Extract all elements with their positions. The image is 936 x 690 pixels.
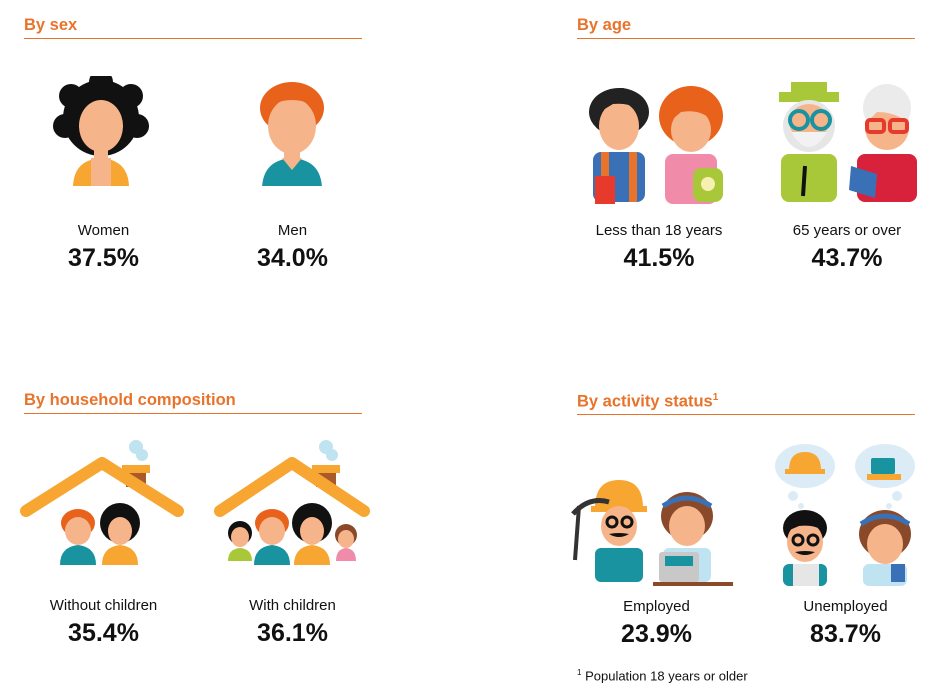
man-icon (260, 82, 324, 186)
stat-label: With children (249, 597, 336, 614)
stat-label: 65 years or over (792, 222, 902, 239)
stat-value: 43.7% (811, 244, 883, 272)
family-house-icon (214, 440, 370, 565)
section-by-sex: By sex Women 37.5% (24, 16, 362, 276)
section-by-age: By age Less than 18 yea (577, 16, 917, 276)
workers-icon (571, 480, 733, 586)
footnote: 1 Population 18 years or older (577, 668, 748, 683)
section-by-household: By household composition Without childre… (20, 391, 370, 651)
stat-without-children: Without children 35.4% (16, 439, 191, 649)
stat-men: Men 34.0% (210, 76, 375, 276)
section-title: By activity status1 (577, 392, 915, 415)
section-title: By sex (24, 16, 362, 39)
stat-value: 34.0% (257, 244, 328, 272)
stat-women: Women 37.5% (21, 76, 186, 276)
stat-value: 41.5% (623, 244, 695, 272)
stat-value: 35.4% (68, 619, 139, 647)
couple-house-icon (20, 440, 184, 565)
footnote-text: Population 18 years or older (585, 668, 748, 684)
elderly-icon (779, 82, 917, 202)
woman-icon (53, 76, 149, 186)
stat-label: Unemployed (803, 598, 888, 615)
stat-unemployed: Unemployed 83.7% (763, 440, 928, 650)
stat-under-18: Less than 18 years 41.5% (569, 82, 749, 282)
stat-65-over: 65 years or over 43.7% (757, 82, 936, 282)
stat-label: Less than 18 years (595, 222, 723, 239)
stat-employed: Employed 23.9% (569, 440, 744, 650)
stat-value: 23.9% (621, 620, 692, 648)
stat-value: 83.7% (810, 620, 881, 648)
children-icon (589, 86, 723, 204)
section-title: By household composition (24, 391, 362, 414)
stat-label: Employed (623, 598, 690, 615)
footnote-marker: 1 (577, 668, 582, 677)
stat-value: 37.5% (68, 244, 139, 272)
stat-value: 36.1% (257, 619, 328, 647)
section-by-activity: By activity status1 (571, 392, 915, 652)
stat-label: Women (77, 222, 130, 239)
stat-with-children: With children 36.1% (210, 439, 375, 649)
stat-label: Men (277, 222, 308, 239)
unemployed-icon (775, 444, 915, 586)
stat-label: Without children (49, 597, 158, 614)
section-title: By age (577, 16, 915, 39)
